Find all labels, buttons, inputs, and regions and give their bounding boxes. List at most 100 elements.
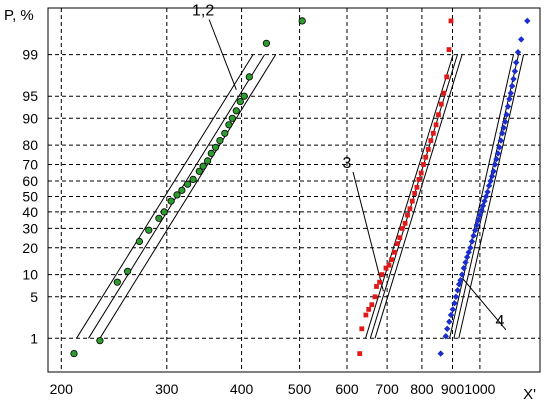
series-2-point-33 — [444, 74, 450, 80]
series-1-point-2 — [113, 278, 121, 286]
series-2-point-30 — [436, 112, 441, 118]
series-2-point-25 — [423, 154, 429, 160]
series-1-point-24 — [240, 92, 248, 100]
series-3-point-42 — [506, 95, 513, 103]
series-1-point-13 — [195, 167, 203, 175]
annotation-label-0: 1,2 — [192, 3, 214, 20]
series-2-point-4 — [369, 302, 375, 308]
series-2-point-28 — [430, 130, 436, 136]
series-3-point-13 — [462, 259, 469, 266]
y-tick-label-95: 95 — [22, 88, 38, 104]
series-1-point-0 — [70, 349, 78, 358]
series-3-point-49 — [518, 36, 525, 43]
series-3-point-36 — [497, 137, 505, 144]
annotation-leader-1 — [352, 171, 384, 292]
series-2-point-7 — [377, 279, 382, 285]
series-2-point-17 — [405, 212, 410, 218]
series-2-point-21 — [414, 184, 420, 190]
series-3-point-10 — [457, 277, 464, 284]
series-2-point-9 — [383, 265, 389, 271]
series-3-point-35 — [496, 144, 503, 151]
y-tick-label-30: 30 — [22, 220, 38, 236]
series-1-point-8 — [167, 197, 175, 205]
series-1-point-11 — [184, 180, 192, 188]
series-3-point-27 — [484, 188, 491, 196]
series-1-point-18 — [216, 137, 224, 145]
series-3-point-50 — [524, 17, 531, 25]
series-1-point-25 — [245, 73, 253, 81]
series-3-point-8 — [454, 287, 461, 294]
x-axis-label: X' — [523, 386, 536, 403]
series-1-point-9 — [173, 191, 181, 199]
series-3-point-46 — [511, 68, 519, 75]
series-3-point-0 — [437, 350, 444, 357]
fit-line-4-6 — [449, 54, 514, 339]
series-3-point-38 — [500, 124, 507, 131]
series-3-point-17 — [468, 238, 476, 245]
fit-line-3-4 — [369, 54, 458, 339]
x-tick-label-900: 900 — [441, 381, 465, 397]
grid — [48, 8, 540, 372]
data-points — [70, 17, 531, 358]
series-1-point-20 — [225, 121, 233, 129]
series-3-point-48 — [514, 49, 522, 56]
series-2-point-5 — [372, 294, 378, 300]
series-3-point-16 — [467, 244, 474, 251]
series-2-point-19 — [409, 198, 415, 204]
series-2-point-22 — [416, 177, 422, 182]
series-3-point-31 — [490, 168, 497, 175]
series-3-point-1 — [442, 333, 449, 340]
series-3-point-29 — [487, 177, 494, 185]
series-2-point-35 — [448, 18, 454, 24]
series-3-point-14 — [463, 253, 471, 261]
x-tick-label-800: 800 — [410, 381, 434, 397]
series-1-point-6 — [155, 214, 163, 222]
fit-line-3-3 — [365, 54, 454, 339]
fit-line-1-2-0 — [76, 54, 254, 339]
series-2-point-34 — [446, 47, 452, 52]
series-3-point-30 — [488, 173, 496, 180]
series-2-point-12 — [392, 249, 397, 255]
series-2-point-24 — [421, 162, 426, 167]
series-3-point-4 — [447, 311, 455, 319]
series-1-point-12 — [189, 175, 197, 183]
series-1-point-17 — [212, 143, 220, 151]
fit-line-4-8 — [458, 54, 525, 339]
x-tick-labels: 200 300 400 500 600 700 800 900 1000 — [50, 381, 496, 397]
series-1-point-27 — [298, 17, 306, 25]
y-axis-label: P, % — [4, 7, 34, 24]
series-2-point-6 — [374, 284, 379, 289]
series-2-point-27 — [428, 138, 434, 143]
annotation-leader-2 — [462, 277, 507, 331]
series-3-point-43 — [507, 89, 514, 97]
series-1-point-21 — [228, 114, 236, 122]
series-3-point-32 — [491, 161, 499, 168]
series-2-point-23 — [418, 170, 424, 176]
series-3-point-19 — [472, 227, 479, 234]
series-2-point-8 — [379, 272, 385, 277]
series-3-point-20 — [473, 221, 480, 229]
series-1-point-26 — [262, 39, 270, 47]
series-3-point-45 — [510, 75, 517, 83]
series-1-point-7 — [160, 208, 168, 216]
y-tick-label-80: 80 — [22, 137, 38, 153]
series-2-point-13 — [394, 241, 400, 246]
series-2-point-3 — [366, 307, 372, 312]
y-tick-label-90: 90 — [22, 110, 38, 126]
series-1-point-1 — [96, 337, 104, 345]
fit-line-1-2-2 — [99, 54, 277, 339]
fit-lines — [76, 54, 525, 339]
x-tick-label-1000: 1000 — [464, 381, 495, 397]
series-2-point-15 — [399, 226, 405, 231]
series-1-point-14 — [199, 162, 207, 170]
series-2-point-32 — [441, 90, 447, 96]
y-tick-label-5: 5 — [30, 289, 38, 305]
y-tick-label-60: 60 — [22, 173, 38, 189]
series-2-point-26 — [425, 147, 431, 152]
y-tick-label-50: 50 — [22, 189, 38, 205]
y-tick-label-10: 10 — [22, 267, 38, 283]
series-3-point-37 — [499, 130, 506, 137]
series-1-point-5 — [145, 226, 153, 234]
